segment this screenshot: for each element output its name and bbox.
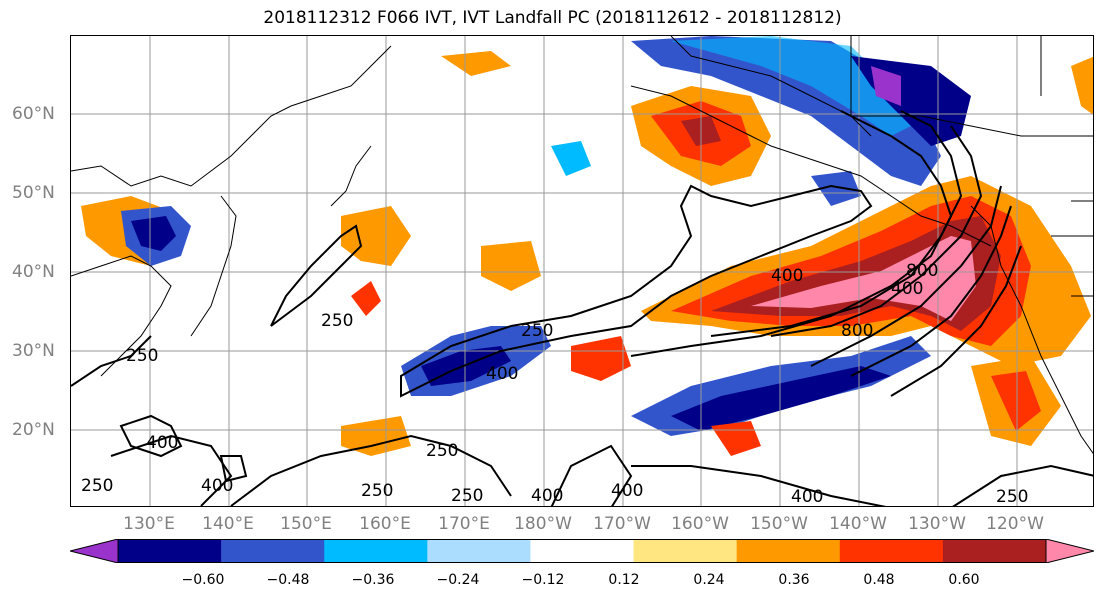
- lon-label: 180°W: [514, 514, 572, 534]
- contour-label: 250: [81, 476, 113, 496]
- ivt-contours: [71, 110, 1093, 506]
- colorbar-tick: −0.48: [266, 572, 310, 588]
- contour-label: 400: [531, 486, 563, 506]
- contour-labels: 250 400 250 400 400 800 800 250 400 400 …: [81, 261, 1028, 507]
- colorbar-segment: [324, 539, 428, 563]
- colorbar-tick: 0.36: [778, 572, 810, 588]
- colorbar-outline: [117, 539, 1047, 563]
- contour-label: 250: [521, 321, 553, 341]
- contour-label: 800: [841, 321, 873, 341]
- lon-label: 140°W: [829, 514, 887, 534]
- lon-label: 160°W: [671, 514, 729, 534]
- colorbar-tick: −0.24: [436, 572, 480, 588]
- lon-label: 170°W: [593, 514, 651, 534]
- map-title: 2018112312 F066 IVT, IVT Landfall PC (20…: [263, 8, 842, 28]
- contour-label: 250: [426, 441, 458, 461]
- map-panel: 250 400 250 400 400 800 800 250 400 400 …: [70, 35, 1094, 507]
- colorbar-tick: 0.60: [948, 572, 980, 588]
- colorbar-segment: [736, 539, 841, 563]
- contour-label: 400: [486, 364, 518, 384]
- graticule: [71, 36, 1093, 506]
- colorbar-segment: [633, 539, 738, 563]
- contour-label: 400: [791, 487, 823, 507]
- contour-label: 250: [321, 311, 353, 331]
- lon-label: 130°W: [908, 514, 966, 534]
- colorbar-segment: [942, 539, 1047, 563]
- contour-label: 250: [451, 486, 483, 506]
- colorbar-tick: −0.36: [351, 572, 395, 588]
- contour-label: 400: [611, 481, 643, 501]
- colorbar-extend-low: [70, 539, 119, 563]
- lon-label: 150°E: [280, 514, 332, 534]
- colorbar-segment: [427, 539, 531, 563]
- colorbar-segment: [530, 539, 635, 563]
- ivt-shading: [81, 36, 1093, 456]
- lon-label: 130°E: [123, 514, 175, 534]
- lon-label: 140°E: [202, 514, 254, 534]
- lon-label: 120°W: [986, 514, 1044, 534]
- contour-label: 400: [201, 476, 233, 496]
- lat-label: 30°N: [12, 341, 55, 361]
- lat-label: 60°N: [12, 104, 55, 124]
- lat-label: 20°N: [12, 420, 55, 440]
- colorbar-tick: 0.48: [863, 572, 895, 588]
- lat-label: 50°N: [12, 183, 55, 203]
- lon-label: 170°E: [438, 514, 490, 534]
- colorbar-tick: 0.12: [608, 572, 640, 588]
- lon-label: 150°W: [750, 514, 808, 534]
- colorbar-tick: −0.60: [181, 572, 225, 588]
- contour-label: 400: [891, 279, 923, 299]
- colorbar-segment: [221, 539, 325, 563]
- contour-label: 400: [146, 433, 178, 453]
- colorbar-segment: [118, 539, 222, 563]
- contour-label: 400: [771, 266, 803, 286]
- map-canvas: 250 400 250 400 400 800 800 250 400 400 …: [71, 36, 1093, 507]
- contour-label: 250: [996, 487, 1028, 507]
- colorbar: [70, 539, 1094, 563]
- contour-label: 250: [126, 346, 158, 366]
- colorbar-tick: 0.24: [693, 572, 725, 588]
- contour-label: 250: [361, 481, 393, 501]
- lat-label: 40°N: [12, 262, 55, 282]
- lon-label: 160°E: [359, 514, 411, 534]
- colorbar-segment: [839, 539, 944, 563]
- colorbar-tick: −0.12: [521, 572, 565, 588]
- colorbar-extend-high: [1045, 539, 1094, 563]
- contour-label: 800: [906, 261, 938, 281]
